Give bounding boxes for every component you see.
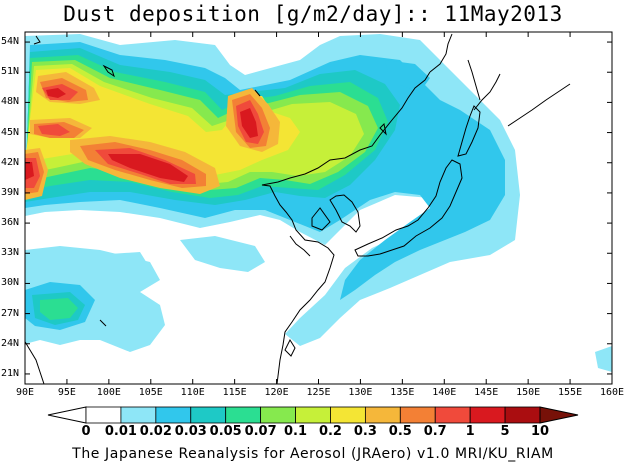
colorbar-label: 0.2	[318, 424, 342, 439]
colorbar-label: 0	[81, 424, 91, 439]
colorbar-label: 5	[500, 424, 510, 439]
colorbar-swatch	[434, 406, 471, 424]
map-title: Dust deposition [g/m2/day]:: 11May2013	[63, 2, 563, 26]
footer-credit: The Japanese Reanalysis for Aerosol (JRA…	[72, 446, 554, 462]
lat-tick-label: 33N	[1, 247, 20, 259]
colorbar-swatch	[260, 406, 296, 424]
lat-tick-label: 30N	[1, 277, 20, 289]
colorbar-label: 10	[530, 424, 550, 439]
colorbar-label: 0.1	[284, 424, 308, 439]
lon-tick-label: 130E	[348, 387, 373, 398]
lon-tick-label: 100E	[96, 387, 121, 398]
lat-tick-label: 24N	[1, 337, 20, 349]
colorbar-label: 0.01	[104, 424, 137, 439]
lat-tick-label: 39N	[1, 186, 20, 198]
lon-tick-label: 125E	[306, 387, 331, 398]
colorbar-swatch	[85, 406, 122, 424]
colorbar-swatch	[120, 406, 157, 424]
lon-tick-label: 145E	[474, 387, 499, 398]
colorbar-max-arrow	[539, 406, 579, 424]
colorbar-label: 0.7	[423, 424, 447, 439]
lat-tick-label: 27N	[1, 307, 20, 319]
colorbar-label: 0.05	[209, 424, 242, 439]
colorbar-label: 0.02	[139, 424, 172, 439]
lat-tick-label: 45N	[1, 126, 20, 138]
colorbar-label: 0.07	[244, 424, 277, 439]
lon-tick-label: 155E	[558, 387, 583, 398]
lat-tick-label: 48N	[1, 96, 20, 108]
lon-tick-label: 160E	[599, 387, 625, 398]
lat-tick-label: 54N	[1, 36, 20, 48]
dust-field	[25, 33, 612, 384]
lon-tick-label: 140E	[432, 387, 457, 398]
lat-tick-label: 42N	[1, 156, 20, 168]
colorbar-swatch	[190, 406, 227, 424]
colorbar-swatch	[504, 406, 541, 424]
colorbar-swatch	[364, 406, 401, 424]
lon-tick-label: 110E	[180, 387, 205, 398]
colorbar-label: 0.3	[353, 424, 377, 439]
colorbar	[47, 406, 579, 424]
lon-tick-label: 135E	[390, 387, 415, 398]
lat-tick-label: 51N	[1, 66, 20, 78]
lon-tick-label: 115E	[222, 387, 247, 398]
colorbar-min-arrow	[47, 406, 87, 424]
colorbar-swatch	[225, 406, 262, 424]
colorbar-label: 0.5	[388, 424, 412, 439]
colorbar-swatch	[330, 406, 366, 424]
lon-tick-label: 95E	[57, 387, 76, 398]
lon-tick-label: 150E	[516, 387, 541, 398]
lat-tick-label: 36N	[1, 217, 20, 229]
lat-tick-label: 21N	[1, 367, 20, 379]
colorbar-swatch	[155, 406, 192, 424]
colorbar-swatch	[295, 406, 331, 424]
colorbar-swatch	[399, 406, 436, 424]
colorbar-swatch	[469, 406, 506, 424]
colorbar-label: 0.03	[174, 424, 207, 439]
lon-tick-label: 105E	[138, 387, 163, 398]
colorbar-label: 1	[465, 424, 475, 439]
lon-tick-label: 90E	[15, 387, 35, 398]
lon-tick-label: 120E	[264, 387, 289, 398]
